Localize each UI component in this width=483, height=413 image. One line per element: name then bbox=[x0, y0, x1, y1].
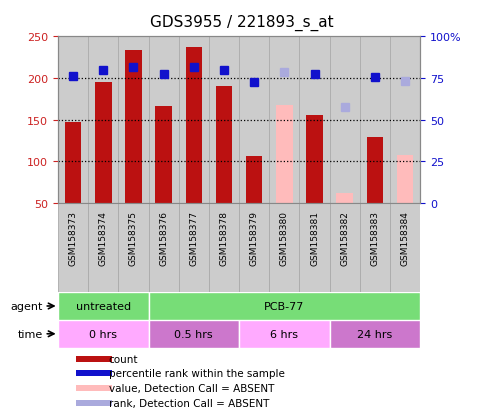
Text: 24 hrs: 24 hrs bbox=[357, 329, 393, 339]
Bar bbox=[397, 155, 413, 204]
Bar bbox=[95, 83, 112, 204]
Bar bbox=[76, 370, 113, 377]
Text: 0.5 hrs: 0.5 hrs bbox=[174, 329, 213, 339]
Text: GDS3955 / 221893_s_at: GDS3955 / 221893_s_at bbox=[150, 14, 333, 31]
Bar bbox=[270, 204, 299, 292]
Text: GSM158383: GSM158383 bbox=[370, 211, 380, 266]
Bar bbox=[276, 105, 293, 204]
Text: GSM158379: GSM158379 bbox=[250, 211, 259, 266]
Text: GSM158375: GSM158375 bbox=[129, 211, 138, 266]
Text: agent: agent bbox=[11, 301, 43, 311]
Bar bbox=[58, 204, 88, 292]
Text: 0 hrs: 0 hrs bbox=[89, 329, 117, 339]
Bar bbox=[306, 115, 323, 204]
Bar bbox=[390, 204, 420, 292]
Text: GSM158377: GSM158377 bbox=[189, 211, 199, 266]
Bar bbox=[149, 204, 179, 292]
Bar bbox=[209, 204, 239, 292]
Bar bbox=[76, 385, 113, 391]
Text: 6 hrs: 6 hrs bbox=[270, 329, 298, 339]
Bar bbox=[246, 156, 262, 204]
Bar bbox=[125, 51, 142, 204]
Text: GSM158374: GSM158374 bbox=[99, 211, 108, 266]
Bar bbox=[239, 320, 330, 348]
Bar bbox=[330, 204, 360, 292]
Bar bbox=[185, 48, 202, 204]
Text: untreated: untreated bbox=[76, 301, 131, 311]
Text: GSM158381: GSM158381 bbox=[310, 211, 319, 266]
Bar bbox=[179, 204, 209, 292]
Bar bbox=[58, 292, 149, 320]
Text: rank, Detection Call = ABSENT: rank, Detection Call = ABSENT bbox=[109, 398, 269, 408]
Bar bbox=[76, 400, 113, 406]
Text: GSM158382: GSM158382 bbox=[340, 211, 349, 266]
Text: GSM158373: GSM158373 bbox=[69, 211, 78, 266]
Text: GSM158380: GSM158380 bbox=[280, 211, 289, 266]
Text: GSM158378: GSM158378 bbox=[219, 211, 228, 266]
Text: percentile rank within the sample: percentile rank within the sample bbox=[109, 368, 284, 378]
Bar bbox=[58, 320, 149, 348]
Bar bbox=[239, 204, 270, 292]
Bar bbox=[216, 87, 232, 204]
Bar bbox=[88, 204, 118, 292]
Bar bbox=[65, 123, 81, 204]
Bar bbox=[149, 292, 420, 320]
Bar bbox=[76, 356, 113, 362]
Text: GSM158376: GSM158376 bbox=[159, 211, 168, 266]
Bar bbox=[367, 138, 383, 204]
Bar bbox=[118, 204, 149, 292]
Bar bbox=[156, 107, 172, 204]
Text: PCB-77: PCB-77 bbox=[264, 301, 305, 311]
Text: count: count bbox=[109, 354, 138, 364]
Bar bbox=[329, 320, 420, 348]
Bar bbox=[360, 204, 390, 292]
Bar bbox=[299, 204, 330, 292]
Bar bbox=[337, 194, 353, 204]
Text: GSM158384: GSM158384 bbox=[400, 211, 410, 266]
Text: value, Detection Call = ABSENT: value, Detection Call = ABSENT bbox=[109, 383, 274, 393]
Bar bbox=[149, 320, 239, 348]
Text: time: time bbox=[17, 329, 43, 339]
